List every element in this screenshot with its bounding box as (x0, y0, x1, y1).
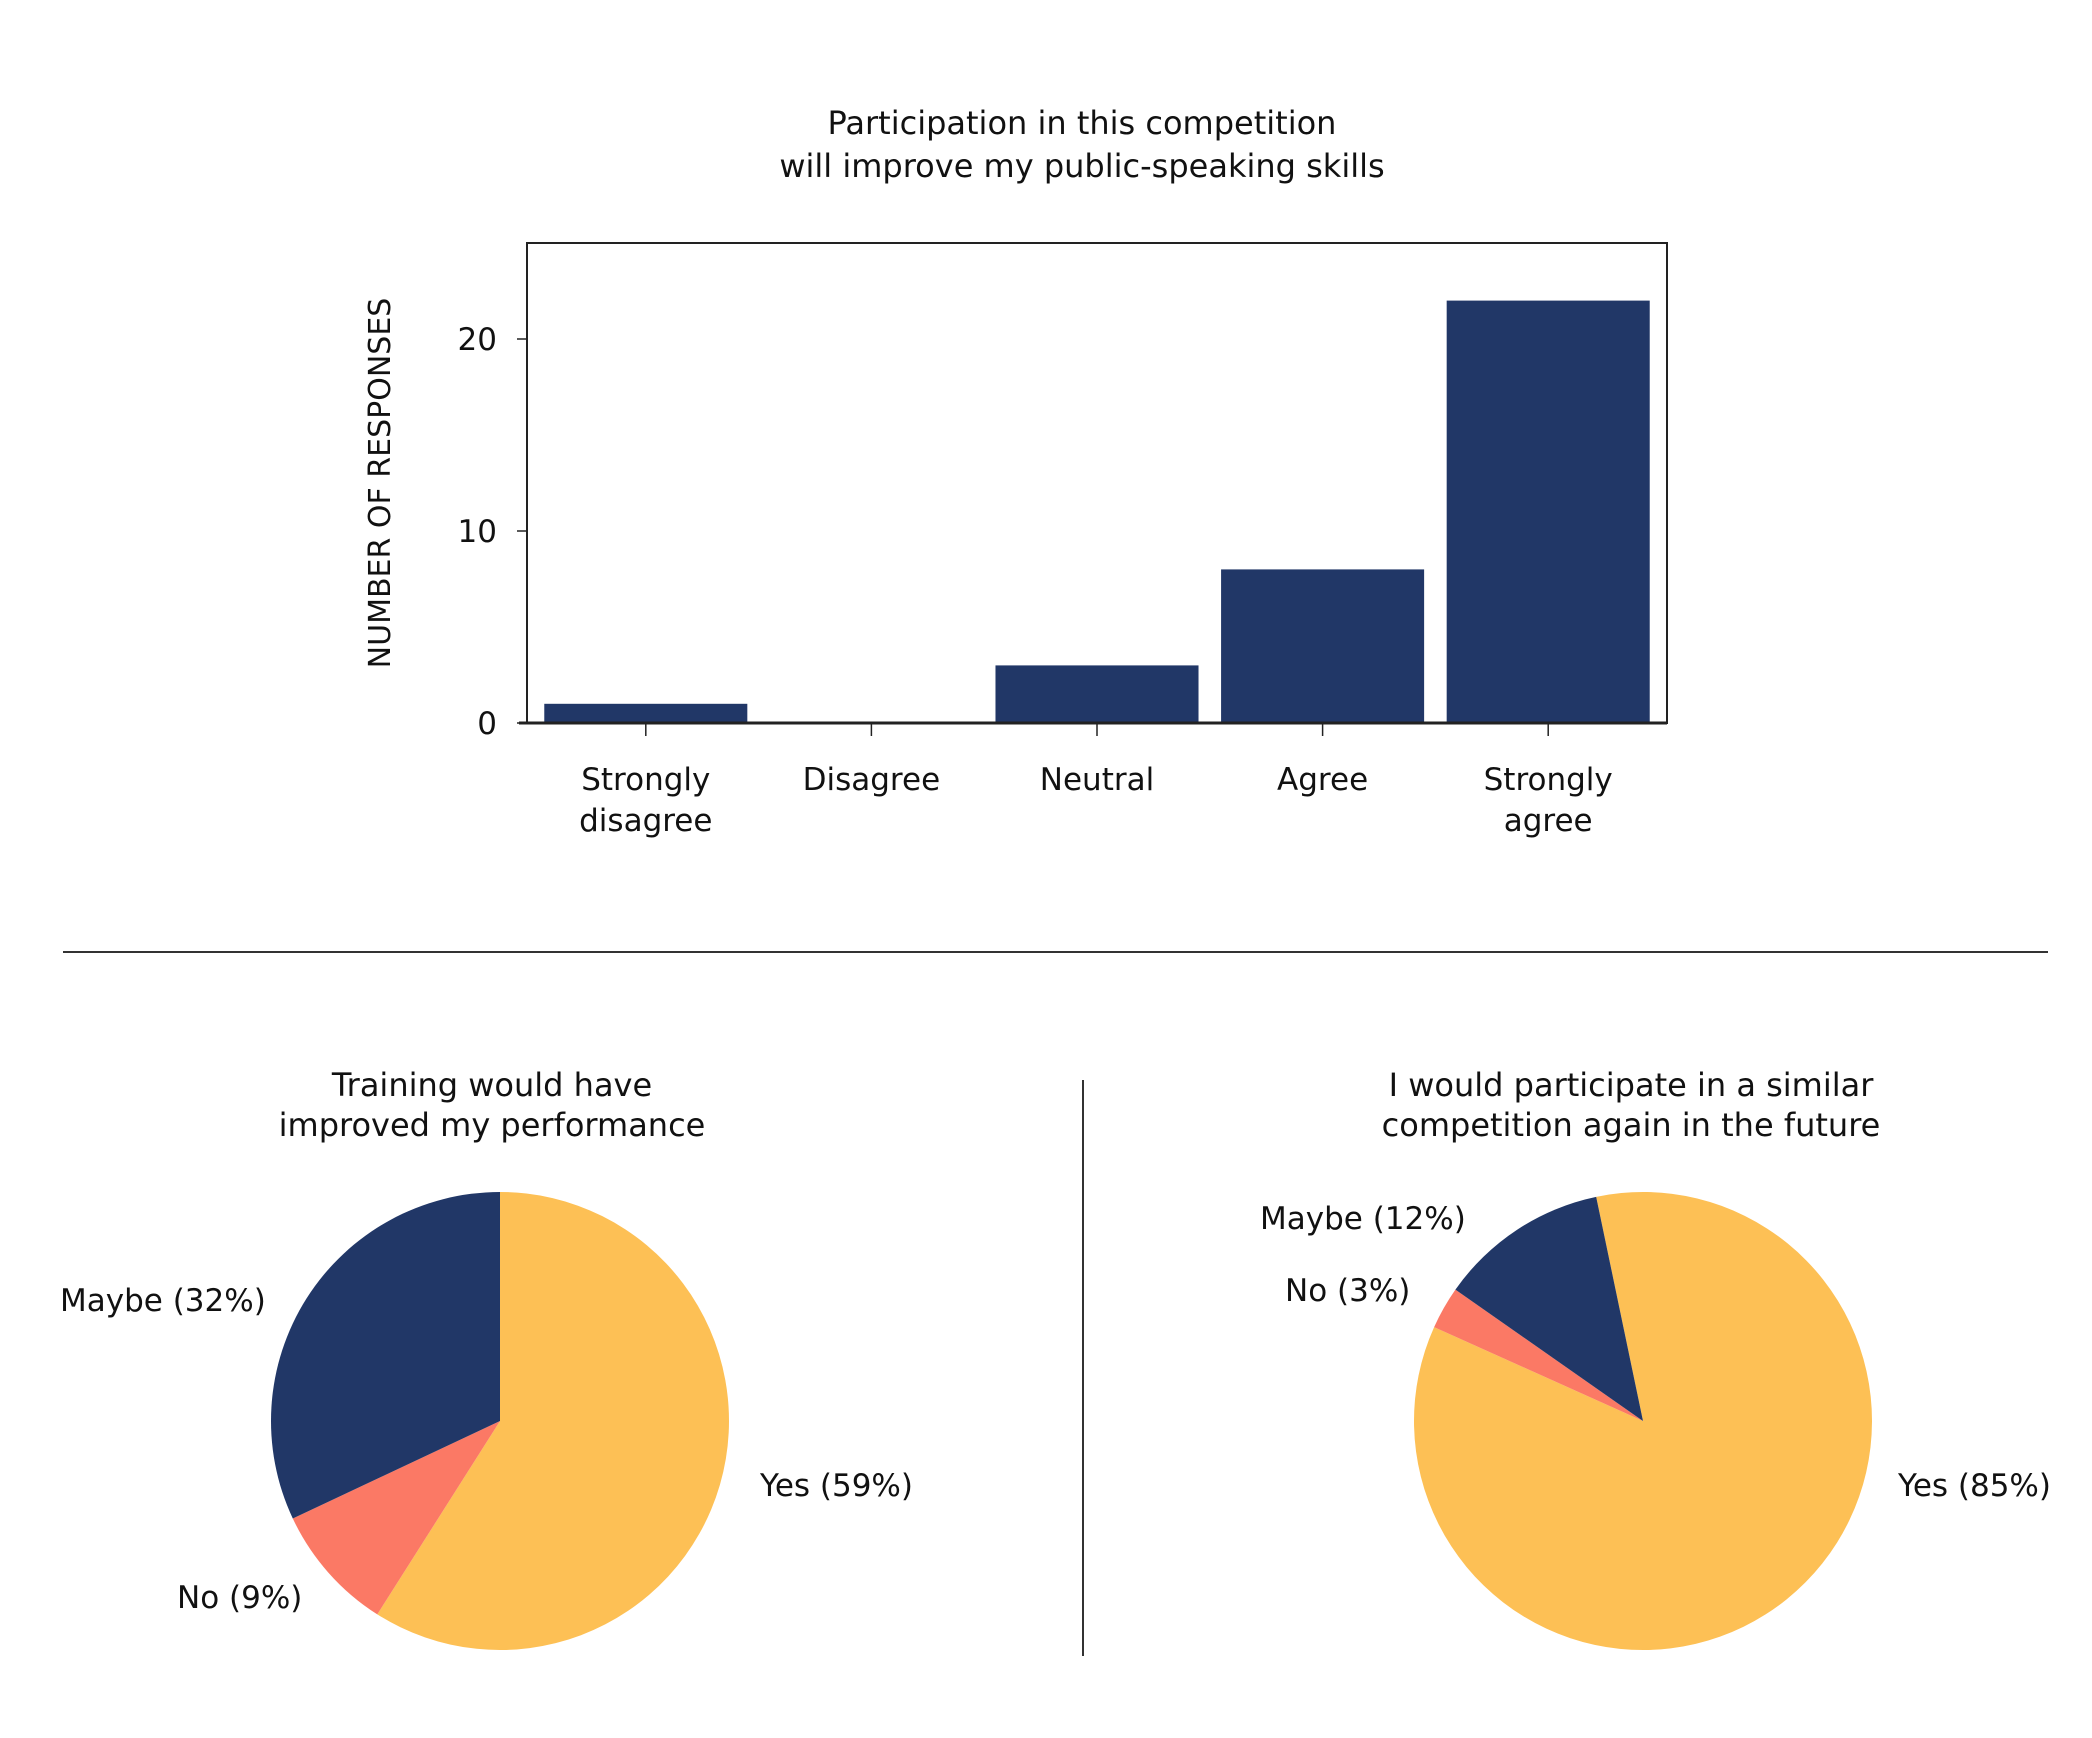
x-tick-label: Strongly (1484, 762, 1613, 798)
x-tick-label: agree (1504, 803, 1593, 839)
y-axis-label: NUMBER OF RESPONSES (363, 298, 398, 669)
pie-slice-1 (1434, 1289, 1643, 1421)
pie-slice-1 (292, 1421, 500, 1615)
slice-label: No (3%) (1285, 1273, 1410, 1309)
bar-4 (1446, 300, 1650, 723)
bar-2 (995, 665, 1199, 723)
pie-slice-2 (271, 1192, 500, 1519)
x-tick-label: Agree (1277, 762, 1368, 798)
x-tick-label: Neutral (1040, 762, 1154, 798)
y-tick-label: 0 (477, 706, 497, 742)
x-tick-label: disagree (579, 803, 712, 839)
pie-chart-training: Training would have improved my performa… (60, 1066, 913, 1650)
slice-label: Yes (59%) (759, 1468, 913, 1504)
slice-label: Yes (85%) (1897, 1468, 2051, 1504)
slice-label: No (9%) (177, 1580, 302, 1616)
pie-slice-0 (377, 1192, 730, 1650)
x-tick-label: Strongly (581, 762, 710, 798)
y-tick-label: 20 (458, 322, 497, 358)
bar-chart: Participation in this competition will i… (363, 104, 1668, 839)
pie-chart-participate-again: I would participate in a similar competi… (1260, 1066, 2051, 1650)
slice-label: Maybe (12%) (1260, 1201, 1466, 1237)
bar-chart-title-line-1: Participation in this competition (828, 104, 1337, 142)
bar-chart-title-line-2: will improve my public-speaking skills (779, 147, 1384, 185)
pie-title-line-2: competition again in the future (1382, 1106, 1881, 1144)
slice-label: Maybe (32%) (60, 1283, 266, 1319)
pie-title-line-1: I would participate in a similar (1389, 1066, 1875, 1104)
pie-slice-0 (1414, 1192, 1873, 1650)
pie-slice-2 (1455, 1196, 1643, 1421)
pie-title-line-1: Training would have (331, 1066, 652, 1104)
bar-0 (544, 703, 748, 723)
x-tick-label: Disagree (803, 762, 941, 798)
y-tick-label: 10 (458, 514, 497, 550)
pie-title-line-2: improved my performance (279, 1106, 706, 1144)
bar-3 (1221, 569, 1425, 723)
